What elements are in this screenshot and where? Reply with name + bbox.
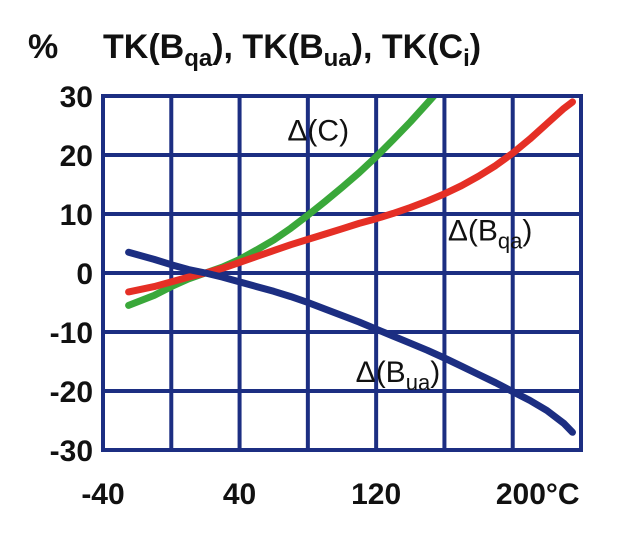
y-tick-label: -10 [50, 317, 93, 350]
series-line [125, 248, 576, 436]
chart-title: TK(Bqa), TK(Bua), TK(Ci) [103, 28, 481, 72]
y-tick-label: 20 [60, 140, 93, 173]
y-axis-unit-label: % [28, 28, 58, 66]
series-label: Δ(C) [287, 114, 349, 147]
series-annotations: Δ(C) Δ(Bqa) Δ(Bua) [287, 114, 532, 395]
plot-grid [101, 94, 583, 452]
series-label: Δ(Bua) [356, 356, 441, 395]
x-tick-label: 40 [223, 478, 256, 511]
series-layer [125, 96, 576, 436]
y-tick-labels: 30 20 10 0 -10 -20 -30 [50, 81, 93, 468]
series-line [125, 98, 576, 296]
y-tick-label: -20 [50, 376, 93, 409]
x-tick-label: 120 [351, 478, 401, 511]
x-tick-label: 200°C [496, 478, 580, 511]
plot-frame [101, 94, 583, 452]
y-tick-label: 0 [76, 258, 93, 291]
series-label: Δ(Bqa) [448, 215, 533, 254]
y-tick-label: -30 [50, 435, 93, 468]
x-tick-label: -40 [81, 478, 124, 511]
y-tick-label: 30 [60, 81, 93, 114]
x-tick-labels: -40 40 120 200°C [81, 478, 579, 511]
y-tick-label: 10 [60, 199, 93, 232]
